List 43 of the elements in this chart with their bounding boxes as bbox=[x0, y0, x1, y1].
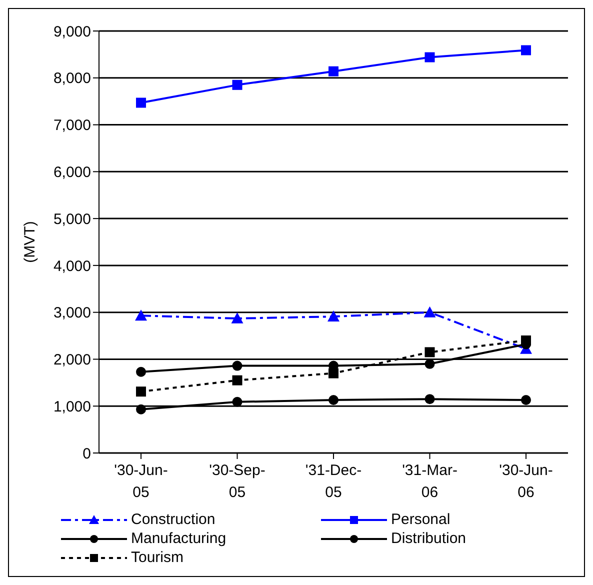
point bbox=[136, 386, 146, 397]
point bbox=[232, 375, 242, 386]
point bbox=[424, 358, 435, 369]
point bbox=[521, 395, 531, 406]
y-tick-label: 0 bbox=[82, 445, 91, 462]
point bbox=[136, 98, 146, 108]
point bbox=[231, 312, 244, 324]
legend-label: Tourism bbox=[131, 549, 184, 566]
point bbox=[521, 45, 531, 56]
point bbox=[328, 395, 338, 406]
point bbox=[232, 80, 242, 90]
y-tick-label: 9,000 bbox=[53, 23, 91, 40]
legend-label: Personal bbox=[391, 511, 450, 528]
point bbox=[424, 306, 436, 318]
y-tick-label: 1,000 bbox=[53, 398, 91, 416]
legend-label: Manufacturing bbox=[131, 530, 226, 547]
x-tick-label: '31-Dec-05 bbox=[305, 462, 362, 501]
y-tick-label: 5,000 bbox=[53, 210, 91, 228]
point bbox=[328, 310, 340, 322]
y-tick-label: 8,000 bbox=[53, 70, 91, 88]
y-tick-label: 4,000 bbox=[53, 258, 91, 275]
point bbox=[136, 404, 146, 414]
legend-label: Distribution bbox=[391, 530, 466, 547]
legend-label: Construction bbox=[131, 511, 216, 528]
x-tick-label: '30-Sep-05 bbox=[209, 462, 266, 501]
point bbox=[232, 396, 242, 407]
point bbox=[328, 66, 338, 76]
y-tick-label: 7,000 bbox=[53, 117, 91, 134]
x-tick-label: '31-Mar-06 bbox=[402, 462, 458, 501]
point bbox=[232, 360, 242, 371]
y-tick-label: 2,000 bbox=[53, 352, 91, 369]
point bbox=[424, 394, 435, 404]
point bbox=[136, 366, 146, 377]
point bbox=[328, 368, 338, 378]
x-tick-label: '30-Jun-06 bbox=[499, 462, 553, 501]
y-axis-title: (MVT) bbox=[21, 221, 38, 263]
point bbox=[424, 52, 435, 62]
point bbox=[521, 335, 531, 346]
point bbox=[135, 310, 147, 321]
x-tick-label: '30-Jun-05 bbox=[114, 462, 168, 501]
y-tick-label: 6,000 bbox=[53, 164, 91, 181]
point bbox=[424, 347, 435, 358]
y-tick-label: 3,000 bbox=[53, 304, 91, 322]
